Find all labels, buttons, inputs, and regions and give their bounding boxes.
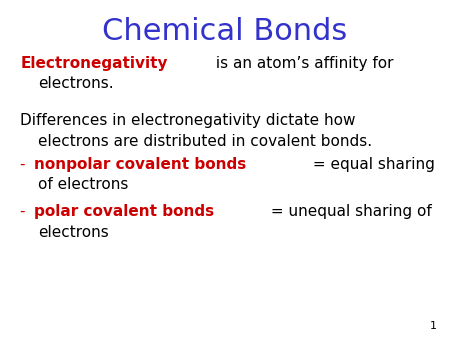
Text: Chemical Bonds: Chemical Bonds — [103, 17, 347, 46]
Text: -: - — [20, 204, 31, 219]
Text: Electronegativity: Electronegativity — [20, 56, 168, 71]
Text: electrons.: electrons. — [38, 76, 114, 91]
Text: electrons: electrons — [38, 225, 109, 240]
Text: is an atom’s affinity for: is an atom’s affinity for — [211, 56, 393, 71]
Text: electrons are distributed in covalent bonds.: electrons are distributed in covalent bo… — [38, 134, 373, 148]
Text: -: - — [20, 157, 31, 172]
Text: polar covalent bonds: polar covalent bonds — [34, 204, 214, 219]
Text: Differences in electronegativity dictate how: Differences in electronegativity dictate… — [20, 113, 356, 128]
Text: 1: 1 — [429, 321, 436, 331]
Text: of electrons: of electrons — [38, 177, 129, 192]
Text: nonpolar covalent bonds: nonpolar covalent bonds — [34, 157, 246, 172]
Text: = unequal sharing of: = unequal sharing of — [266, 204, 432, 219]
Text: = equal sharing: = equal sharing — [307, 157, 434, 172]
